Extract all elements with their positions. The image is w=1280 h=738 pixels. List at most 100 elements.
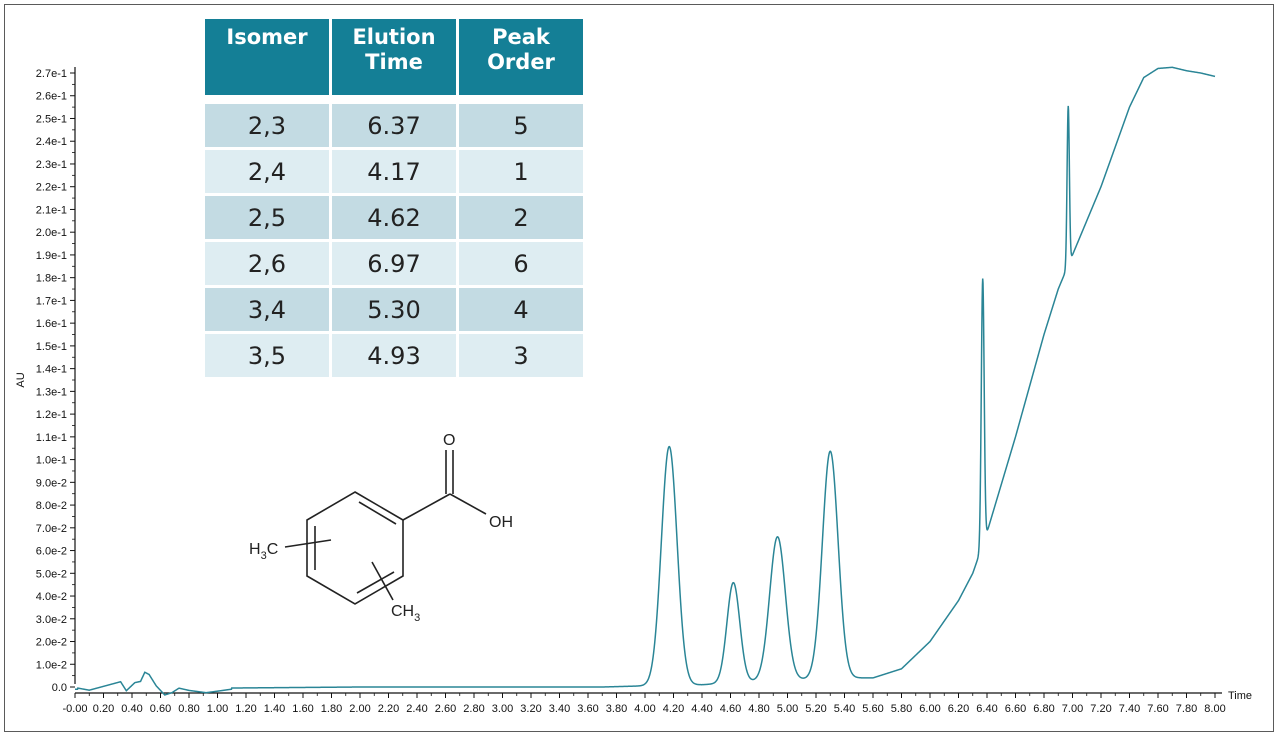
x-tick-label: 3.60 xyxy=(577,703,598,715)
x-tick-label: 2.60 xyxy=(435,703,456,715)
ring-inner-bond-1 xyxy=(358,501,397,525)
elution-time-cell: 6.37 xyxy=(332,104,456,147)
x-tick-label: 2.40 xyxy=(406,703,427,715)
x-tick-label: 3.20 xyxy=(520,703,541,715)
header-peak-order: Peak Order xyxy=(459,19,583,95)
header-isomer: Isomer xyxy=(205,19,329,95)
peak-order-cell: 6 xyxy=(459,242,583,285)
x-tick-label: 3.00 xyxy=(492,703,513,715)
x-tick-label: 7.00 xyxy=(1062,703,1083,715)
right-methyl-label: CH3 xyxy=(391,603,420,624)
elution-time-cell: 4.93 xyxy=(332,334,456,377)
methyl-bond-left xyxy=(284,539,332,548)
table-row: 2,5 4.62 2 xyxy=(205,196,583,239)
x-tick-label: 7.40 xyxy=(1119,703,1140,715)
x-tick-label: 3.80 xyxy=(606,703,627,715)
x-tick-label: 8.00 xyxy=(1204,703,1225,715)
x-tick-label: 1.60 xyxy=(292,703,313,715)
y-tick-label: 2.4e-1 xyxy=(36,136,67,148)
elution-time-cell: 6.97 xyxy=(332,242,456,285)
elution-time-cell: 4.62 xyxy=(332,196,456,239)
y-tick-label: 1.9e-1 xyxy=(36,250,67,262)
y-tick-label: 6.0e-2 xyxy=(36,546,67,558)
x-axis-ticks: -0.00 0.20 0.40 0.60 0.80 1.00 1.20 1.40 1.60 1.8… xyxy=(62,693,1226,715)
x-tick-label: 0.60 xyxy=(150,703,171,715)
y-tick-label: 2.0e-2 xyxy=(36,637,67,649)
y-tick-label: 1.7e-1 xyxy=(36,295,67,307)
y-tick-label: 2.2e-1 xyxy=(36,182,67,194)
x-tick-label: 6.80 xyxy=(1033,703,1054,715)
y-tick-label: 1.3e-1 xyxy=(36,386,67,398)
table-row: 2,3 6.37 5 xyxy=(205,104,583,147)
x-tick-label: 5.80 xyxy=(891,703,912,715)
x-tick-label: 6.60 xyxy=(1005,703,1026,715)
x-tick-label: 4.80 xyxy=(748,703,769,715)
y-tick-label: 2.5e-1 xyxy=(36,113,67,125)
x-tick-label: 5.60 xyxy=(862,703,883,715)
y-tick-label: 4.0e-2 xyxy=(36,591,67,603)
y-tick-label: 2.7e-1 xyxy=(36,68,67,80)
left-methyl-label: H3C xyxy=(249,541,278,562)
x-tick-label: 4.00 xyxy=(634,703,655,715)
x-tick-label: 1.00 xyxy=(207,703,228,715)
y-tick-label: 3.0e-2 xyxy=(36,614,67,626)
y-tick-label: 1.4e-1 xyxy=(36,364,67,376)
x-tick-label: 5.00 xyxy=(777,703,798,715)
y-tick-label: 2.1e-1 xyxy=(36,204,67,216)
carboxyl-bond xyxy=(402,493,451,521)
x-tick-label: 0.20 xyxy=(93,703,114,715)
x-tick-label: 6.00 xyxy=(919,703,940,715)
x-tick-label: 5.20 xyxy=(805,703,826,715)
y-axis-ticks: 0.0 1.0e-2 2.0e-2 3.0e-2 4.0e-2 5.0e-2 6.0e-2 7… xyxy=(36,68,75,694)
x-tick-label: 7.60 xyxy=(1147,703,1168,715)
isomer-cell: 2,6 xyxy=(205,242,329,285)
isomer-cell: 2,4 xyxy=(205,150,329,193)
carbonyl-oxygen-label: O xyxy=(443,432,455,449)
peak-order-cell: 1 xyxy=(459,150,583,193)
x-tick-label: 0.80 xyxy=(178,703,199,715)
y-tick-label: 2.0e-1 xyxy=(36,227,67,239)
y-tick-label: 0.0 xyxy=(52,682,67,694)
y-tick-label: 1.2e-1 xyxy=(36,409,67,421)
table-row: 2,4 4.17 1 xyxy=(205,150,583,193)
y-tick-label: 2.6e-1 xyxy=(36,91,67,103)
methyl-bond-right xyxy=(371,561,394,601)
elution-time-cell: 5.30 xyxy=(332,288,456,331)
x-tick-label: 6.40 xyxy=(976,703,997,715)
y-tick-label: 9.0e-2 xyxy=(36,477,67,489)
x-axis-title: Time xyxy=(1228,690,1252,702)
y-tick-label: 1.5e-1 xyxy=(36,341,67,353)
isomer-cell: 3,5 xyxy=(205,334,329,377)
benzene-ring xyxy=(306,491,404,605)
peak-order-cell: 5 xyxy=(459,104,583,147)
x-tick-label: 1.20 xyxy=(235,703,256,715)
x-tick-label: 2.00 xyxy=(349,703,370,715)
ring-inner-bond-2 xyxy=(356,571,395,594)
peak-order-cell: 3 xyxy=(459,334,583,377)
y-tick-label: 8.0e-2 xyxy=(36,500,67,512)
chart-axes xyxy=(74,67,1222,694)
x-tick-label: 7.80 xyxy=(1176,703,1197,715)
chromatogram-trace xyxy=(75,66,1216,696)
x-tick-label: 1.80 xyxy=(321,703,342,715)
y-tick-label: 5.0e-2 xyxy=(36,568,67,580)
y-axis-title: AU xyxy=(15,372,27,387)
hydroxyl-bond xyxy=(449,493,487,515)
dimethylbenzoic-acid-structure xyxy=(284,450,487,605)
x-tick-label: 2.80 xyxy=(463,703,484,715)
y-tick-label: 1.6e-1 xyxy=(36,318,67,330)
x-tick-label: 4.40 xyxy=(691,703,712,715)
x-tick-label: 0.40 xyxy=(121,703,142,715)
x-tick-label: 4.20 xyxy=(663,703,684,715)
y-tick-label: 1.8e-1 xyxy=(36,273,67,285)
x-tick-label: -0.00 xyxy=(62,703,87,715)
y-tick-label: 1.0e-2 xyxy=(36,659,67,671)
isomer-cell: 2,3 xyxy=(205,104,329,147)
table-row: 3,5 4.93 3 xyxy=(205,334,583,377)
peak-order-cell: 2 xyxy=(459,196,583,239)
y-tick-label: 7.0e-2 xyxy=(36,523,67,535)
x-tick-label: 2.20 xyxy=(378,703,399,715)
y-tick-label: 1.1e-1 xyxy=(36,432,67,444)
elution-time-cell: 4.17 xyxy=(332,150,456,193)
